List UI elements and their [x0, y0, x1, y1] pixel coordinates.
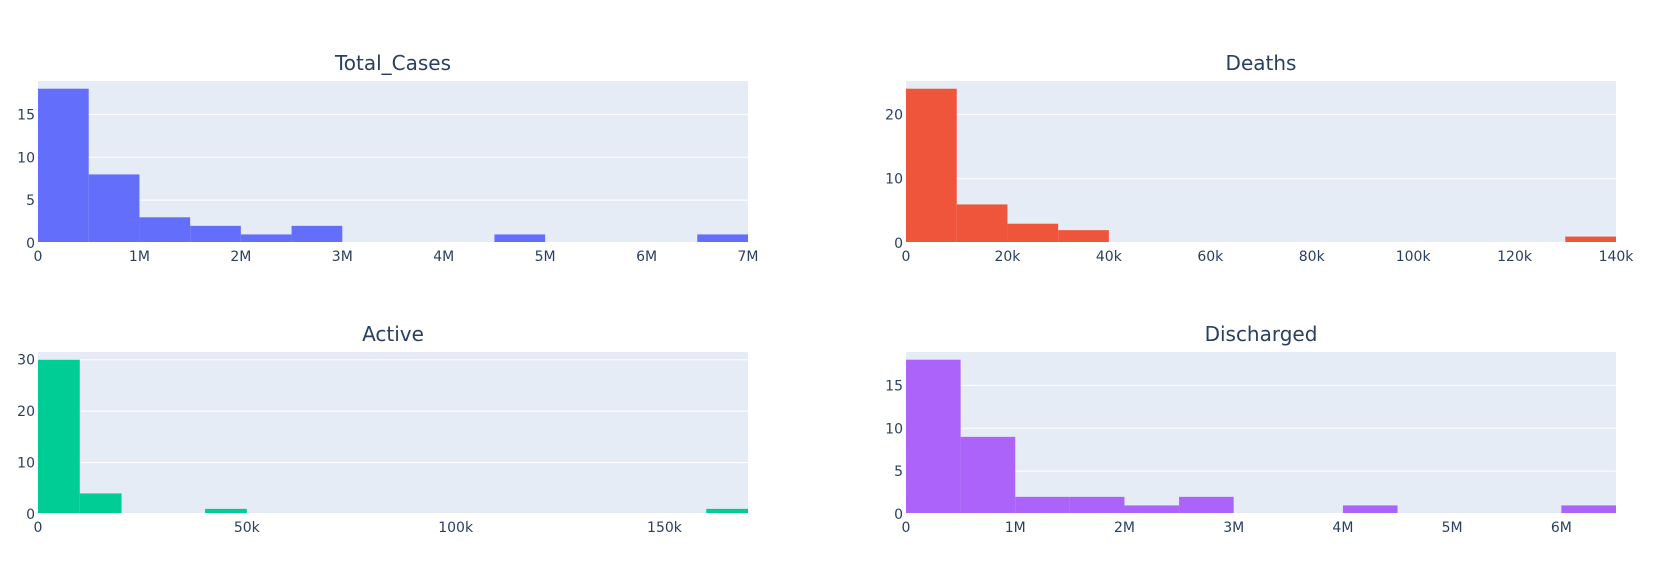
x-tick-label: 100k [438, 520, 474, 536]
x-tick-label: 60k [1197, 249, 1224, 265]
subplot-deaths: Deaths 0 20k 40k 60k 80k 100k 120k 140k 0 10 20 [885, 51, 1634, 265]
y-tick-label: 10 [885, 421, 903, 437]
bar [38, 359, 80, 514]
plot-background [906, 352, 1616, 514]
x-tick-label: 50k [234, 520, 261, 536]
y-tick-label: 15 [17, 107, 35, 123]
y-tick-label: 15 [885, 378, 903, 394]
bar [706, 508, 748, 514]
bar [1124, 505, 1180, 514]
bar [1015, 496, 1070, 514]
y-tick-label: 0 [894, 236, 903, 252]
bar [906, 359, 961, 514]
bar [1007, 223, 1059, 243]
subplot-title: Deaths [1226, 51, 1297, 75]
x-tick-label: 4M [1332, 520, 1353, 536]
x-tick-label: 0 [34, 249, 43, 265]
bar [291, 225, 343, 243]
x-tick-label: 6M [1551, 520, 1572, 536]
bar [956, 204, 1008, 243]
x-tick-label: 2M [1114, 520, 1135, 536]
bar [1058, 230, 1109, 243]
x-tick-label: 7M [738, 249, 759, 265]
bar [1342, 505, 1398, 514]
x-tick-label: 20k [994, 249, 1021, 265]
subplot-title: Active [362, 322, 424, 346]
x-tick-label: 150k [647, 520, 683, 536]
x-tick-label: 40k [1096, 249, 1123, 265]
bar [1069, 496, 1125, 514]
bar [38, 88, 89, 243]
plot-background [38, 352, 748, 514]
x-tick-label: 140k [1599, 249, 1635, 265]
y-tick-label: 10 [17, 456, 35, 472]
x-tick-label: 80k [1299, 249, 1326, 265]
bar [205, 508, 247, 514]
y-tick-label: 5 [894, 464, 903, 480]
x-tick-label: 0 [902, 249, 911, 265]
x-tick-label: 3M [332, 249, 353, 265]
subplot-active: Active 0 50k 100k 150k 0 10 20 30 [17, 322, 748, 536]
y-tick-label: 30 [17, 353, 35, 369]
bar [1565, 236, 1616, 243]
bar [139, 217, 191, 243]
plot-background [38, 81, 748, 243]
bar [697, 234, 748, 243]
bar [1179, 496, 1234, 514]
bar [906, 88, 957, 243]
x-tick-label: 5M [535, 249, 556, 265]
bar [79, 493, 122, 514]
x-tick-label: 0 [34, 520, 43, 536]
subplot-title: Total_Cases [334, 51, 451, 75]
bar [240, 234, 292, 243]
x-tick-label: 1M [129, 249, 150, 265]
y-tick-label: 10 [885, 172, 903, 188]
subplot-title: Discharged [1205, 322, 1318, 346]
x-tick-label: 5M [1442, 520, 1463, 536]
y-tick-label: 10 [17, 150, 35, 166]
bar [960, 436, 1016, 514]
x-tick-label: 6M [636, 249, 657, 265]
plot-background [906, 81, 1616, 243]
y-tick-label: 20 [17, 404, 35, 420]
x-tick-label: 0 [902, 520, 911, 536]
x-tick-label: 1M [1005, 520, 1026, 536]
x-tick-label: 120k [1497, 249, 1533, 265]
subplot-discharged: Discharged 0 1M 2M 3M 4M 5M 6M 0 5 10 15 [885, 322, 1616, 536]
x-tick-label: 2M [230, 249, 251, 265]
x-tick-label: 3M [1223, 520, 1244, 536]
bar [494, 234, 546, 243]
y-tick-label: 0 [26, 236, 35, 252]
bar [190, 225, 241, 243]
bar [1561, 505, 1616, 514]
y-tick-label: 20 [885, 107, 903, 123]
subplot-total-cases: Total_Cases 0 1M 2M 3M 4M 5M 6M 7M 0 5 10 15 [17, 51, 758, 265]
y-tick-label: 0 [894, 507, 903, 523]
y-tick-label: 0 [26, 507, 35, 523]
x-tick-label: 4M [433, 249, 454, 265]
y-tick-label: 5 [26, 193, 35, 209]
x-tick-label: 100k [1396, 249, 1432, 265]
bar [88, 174, 140, 243]
